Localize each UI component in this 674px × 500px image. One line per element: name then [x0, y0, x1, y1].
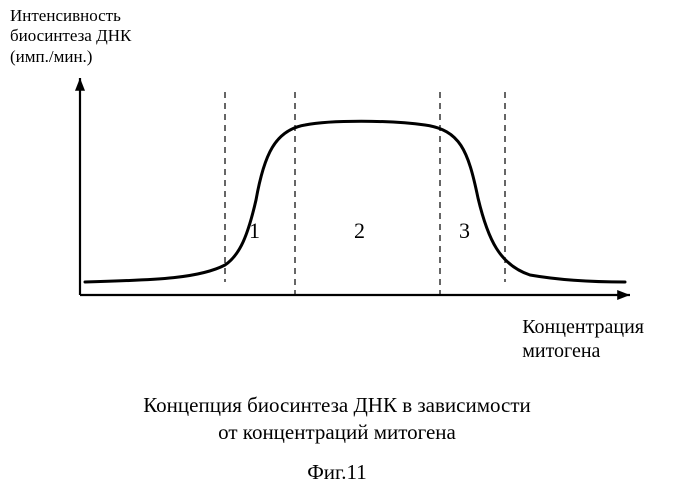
- region-label: 3: [459, 218, 470, 244]
- y-axis-label: Интенсивность биосинтеза ДНК (имп./мин.): [10, 6, 131, 67]
- figure-caption: Концепция биосинтеза ДНК в зависимости о…: [0, 392, 674, 447]
- curve-path: [85, 121, 625, 282]
- region-label: 2: [354, 218, 365, 244]
- chart-plot: 1 2 3: [60, 70, 640, 310]
- page-root: Интенсивность биосинтеза ДНК (имп./мин.)…: [0, 0, 674, 500]
- chart-svg: [60, 70, 640, 310]
- x-axis-label: Концентрация митогена: [522, 315, 644, 363]
- axes-group: [75, 78, 630, 300]
- region-label: 1: [249, 218, 260, 244]
- figure-number: Фиг.11: [0, 460, 674, 485]
